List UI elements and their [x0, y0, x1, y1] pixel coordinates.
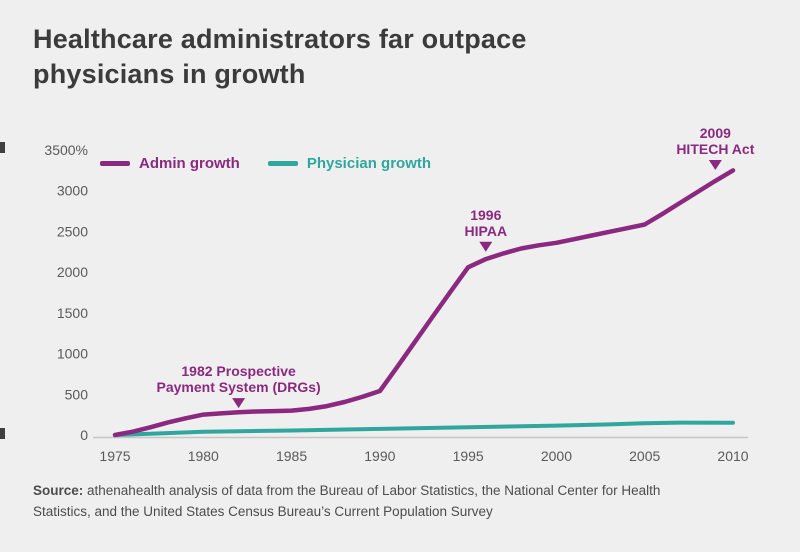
legend-item-admin-growth: Admin growth: [100, 155, 240, 172]
x-tick-label: 1990: [364, 448, 395, 464]
y-tick-label: 0: [80, 427, 88, 443]
y-tick-label: 2500: [57, 223, 88, 239]
admin-growth-swatch: [100, 161, 130, 166]
annotation-triangle-down-icon: [709, 160, 722, 170]
annotation-label: Payment System (DRGs): [157, 379, 321, 395]
physician-growth-swatch: [268, 161, 298, 166]
x-tick-label: 2010: [717, 448, 748, 464]
annotation-triangle-down-icon: [232, 398, 245, 408]
y-tick-label: 3500%: [44, 142, 88, 158]
legend-label-physician-growth: Physician growth: [307, 155, 431, 172]
x-tick-label: 1995: [453, 448, 484, 464]
growth-line-chart: 0 500 1000 1500 2000 2500 3000 3500% 1975 1980 198…: [0, 0, 800, 552]
annotation-label: 1982 Prospective: [181, 363, 296, 379]
infographic-page: Healthcare administrators far outpace ph…: [0, 0, 800, 552]
x-tick-label: 1975: [99, 448, 130, 464]
x-tick-label: 2000: [541, 448, 572, 464]
y-tick-label: 1500: [57, 305, 88, 321]
y-tick-label: 1000: [57, 346, 88, 362]
annotation-label: HITECH Act: [676, 141, 754, 157]
annotation-label: 1996: [470, 207, 501, 223]
source-text: athenahealth analysis of data from the B…: [33, 483, 660, 519]
x-tick-label: 2005: [629, 448, 660, 464]
source-note: Source: athenahealth analysis of data fr…: [33, 481, 713, 523]
annotation-label: HIPAA: [465, 223, 508, 239]
y-tick-label: 2000: [57, 264, 88, 280]
x-tick-label: 1980: [188, 448, 219, 464]
legend-label-admin-growth: Admin growth: [139, 155, 240, 172]
annotation-label: 2009: [700, 125, 731, 141]
y-tick-label: 3000: [57, 183, 88, 199]
chart-legend: Admin growth Physician growth: [100, 155, 431, 172]
admin-growth-line: [115, 170, 733, 435]
y-tick-label: 500: [65, 386, 89, 402]
physician-growth-line: [115, 423, 733, 435]
annotation-triangle-down-icon: [479, 242, 492, 252]
x-tick-label: 1985: [276, 448, 307, 464]
legend-item-physician-growth: Physician growth: [268, 155, 431, 172]
source-prefix: Source:: [33, 483, 83, 498]
